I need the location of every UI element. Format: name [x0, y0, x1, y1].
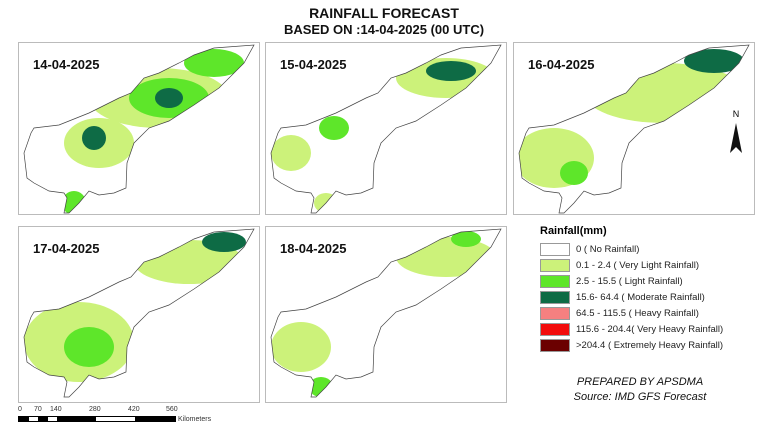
scale-tick: 420: [128, 406, 140, 413]
map-title: RAINFALL FORECAST: [309, 5, 459, 21]
legend-item: 2.5 - 15.5 ( Light Rainfall): [540, 273, 760, 289]
scale-tick: 70: [34, 406, 42, 413]
scale-unit: Kilometers: [178, 416, 212, 423]
legend-swatch: [540, 290, 570, 304]
legend-label: 0 ( No Rainfall): [576, 243, 640, 255]
legend-swatch: [540, 242, 570, 256]
map-subtitle: BASED ON :14-04-2025 (00 UTC): [283, 22, 485, 37]
scale-tick: 280: [89, 406, 101, 413]
legend-item: 0 ( No Rainfall): [540, 241, 760, 257]
legend-label: >204.4 ( Extremely Heavy Rainfall): [576, 339, 724, 351]
forecast-map-panel-1: 14-04-2025: [18, 42, 260, 215]
legend-swatch: [540, 338, 570, 352]
data-source: Source: IMD GFS Forecast: [573, 391, 707, 403]
north-label: N: [733, 109, 740, 119]
forecast-date: 18-04-2025: [280, 241, 347, 256]
ap-district-map: [270, 44, 502, 214]
forecast-date: 15-04-2025: [280, 57, 347, 72]
north-arrow-icon: [730, 123, 742, 153]
forecast-map-panel-2: 15-04-2025: [265, 42, 507, 215]
forecast-map-panel-5: 18-04-2025: [265, 226, 507, 403]
forecast-map-panel-3: N 16-04-2025: [513, 42, 755, 215]
scale-tick: 560: [166, 406, 178, 413]
legend-label: 2.5 - 15.5 ( Light Rainfall): [576, 275, 683, 287]
legend-swatch: [540, 274, 570, 288]
rainfall-legend: Rainfall(mm) 0 ( No Rainfall) 0.1 - 2.4 …: [540, 225, 760, 353]
ap-district-map: [23, 228, 255, 398]
prepared-by: PREPARED BY APSDMA: [576, 376, 704, 388]
legend-item: 0.1 - 2.4 ( Very Light Rainfall): [540, 257, 760, 273]
legend-swatch: [540, 306, 570, 320]
legend-label: 0.1 - 2.4 ( Very Light Rainfall): [576, 259, 700, 271]
legend-label: 15.6- 64.4 ( Moderate Rainfall): [576, 291, 705, 303]
scale-tick: 140: [50, 406, 62, 413]
legend-title: Rainfall(mm): [540, 225, 607, 237]
ap-district-map: N: [518, 44, 750, 214]
legend-item: 115.6 - 204.4( Very Heavy Rainfall): [540, 321, 760, 337]
ap-district-map: [270, 228, 502, 398]
scale-bar: 0 70 140 280 420 560 Kilometers: [18, 406, 211, 423]
legend-item: 64.5 - 115.5 ( Heavy Rainfall): [540, 305, 760, 321]
legend-swatch: [540, 322, 570, 336]
forecast-map-panel-4: 17-04-2025: [18, 226, 260, 403]
forecast-date: 14-04-2025: [33, 57, 100, 72]
legend-label: 64.5 - 115.5 ( Heavy Rainfall): [576, 307, 699, 319]
legend-item: >204.4 ( Extremely Heavy Rainfall): [540, 337, 760, 353]
forecast-date: 16-04-2025: [528, 57, 595, 72]
forecast-date: 17-04-2025: [33, 241, 100, 256]
legend-item: 15.6- 64.4 ( Moderate Rainfall): [540, 289, 760, 305]
ap-district-map: [23, 44, 255, 214]
legend-swatch: [540, 258, 570, 272]
legend-label: 115.6 - 204.4( Very Heavy Rainfall): [576, 323, 724, 335]
scale-tick: 0: [18, 406, 22, 413]
